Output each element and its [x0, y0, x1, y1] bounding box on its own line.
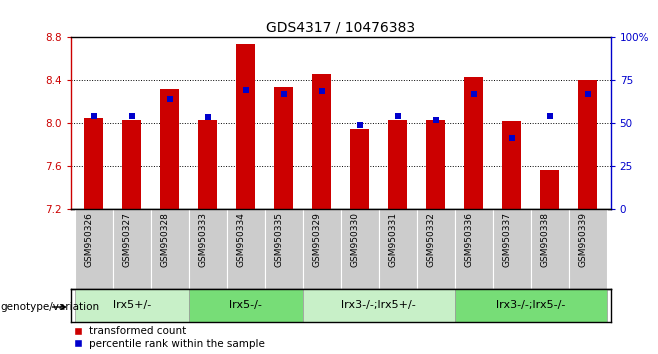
- Bar: [274, 86, 293, 209]
- Bar: [236, 44, 255, 209]
- Bar: [455, 289, 607, 322]
- Bar: [189, 289, 303, 322]
- Bar: [388, 120, 407, 209]
- Bar: [350, 130, 369, 209]
- Text: GSM950330: GSM950330: [351, 212, 360, 267]
- Bar: [303, 289, 455, 322]
- Bar: [455, 209, 493, 289]
- Bar: [540, 170, 559, 209]
- Text: lrx3-/-;lrx5-/-: lrx3-/-;lrx5-/-: [496, 300, 565, 310]
- Text: lrx3-/-;lrx5+/-: lrx3-/-;lrx5+/-: [342, 300, 417, 310]
- Bar: [75, 289, 189, 322]
- Bar: [578, 80, 597, 209]
- Bar: [303, 209, 341, 289]
- Bar: [122, 120, 141, 209]
- Bar: [198, 120, 217, 209]
- Text: GSM950336: GSM950336: [465, 212, 474, 267]
- Bar: [75, 209, 113, 289]
- Bar: [151, 209, 189, 289]
- Text: GSM950335: GSM950335: [275, 212, 284, 267]
- Legend: transformed count, percentile rank within the sample: transformed count, percentile rank withi…: [71, 322, 269, 353]
- Bar: [84, 118, 103, 209]
- Bar: [265, 209, 303, 289]
- Text: GSM950332: GSM950332: [427, 212, 436, 267]
- Bar: [426, 120, 445, 209]
- Bar: [227, 209, 265, 289]
- Bar: [341, 209, 379, 289]
- Text: GSM950338: GSM950338: [541, 212, 550, 267]
- Text: lrx5-/-: lrx5-/-: [230, 300, 263, 310]
- Bar: [189, 209, 227, 289]
- Text: GSM950334: GSM950334: [237, 212, 246, 267]
- Text: GSM950333: GSM950333: [199, 212, 208, 267]
- Bar: [531, 209, 569, 289]
- Bar: [379, 209, 417, 289]
- Bar: [465, 77, 484, 209]
- Title: GDS4317 / 10476383: GDS4317 / 10476383: [266, 21, 415, 35]
- Text: GSM950328: GSM950328: [161, 212, 170, 267]
- Text: genotype/variation: genotype/variation: [0, 302, 99, 312]
- Bar: [113, 209, 151, 289]
- Bar: [493, 209, 531, 289]
- Text: GSM950327: GSM950327: [123, 212, 132, 267]
- Text: GSM950331: GSM950331: [389, 212, 398, 267]
- Text: GSM950329: GSM950329: [313, 212, 322, 267]
- Bar: [313, 74, 332, 209]
- Text: GSM950339: GSM950339: [579, 212, 588, 267]
- Bar: [502, 121, 521, 209]
- Text: GSM950326: GSM950326: [85, 212, 94, 267]
- Text: GSM950337: GSM950337: [503, 212, 512, 267]
- Bar: [161, 88, 180, 209]
- Text: lrx5+/-: lrx5+/-: [113, 300, 151, 310]
- Bar: [417, 209, 455, 289]
- Bar: [569, 209, 607, 289]
